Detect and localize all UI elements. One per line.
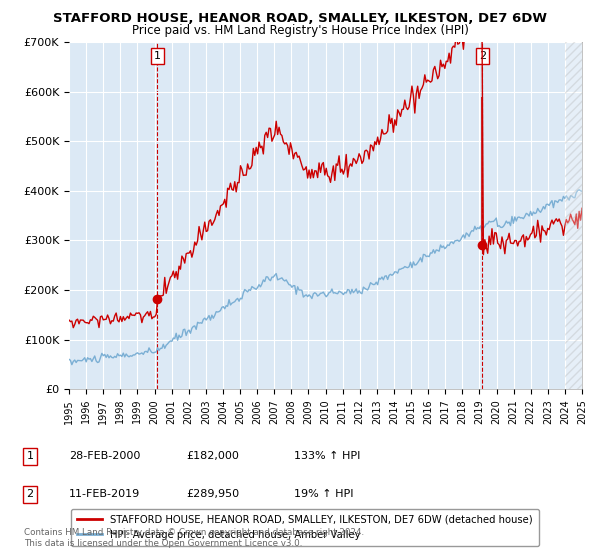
Text: £289,950: £289,950 <box>186 489 239 500</box>
Text: £182,000: £182,000 <box>186 451 239 461</box>
Text: Price paid vs. HM Land Registry's House Price Index (HPI): Price paid vs. HM Land Registry's House … <box>131 24 469 37</box>
Text: 133% ↑ HPI: 133% ↑ HPI <box>294 451 361 461</box>
Text: Contains HM Land Registry data © Crown copyright and database right 2024.
This d: Contains HM Land Registry data © Crown c… <box>24 528 364 548</box>
Text: STAFFORD HOUSE, HEANOR ROAD, SMALLEY, ILKESTON, DE7 6DW: STAFFORD HOUSE, HEANOR ROAD, SMALLEY, IL… <box>53 12 547 25</box>
Text: 11-FEB-2019: 11-FEB-2019 <box>69 489 140 500</box>
Text: 1: 1 <box>26 451 34 461</box>
Text: 2: 2 <box>26 489 34 500</box>
Text: 2: 2 <box>479 51 486 61</box>
Text: 1: 1 <box>154 51 161 61</box>
Text: 28-FEB-2000: 28-FEB-2000 <box>69 451 140 461</box>
Text: 19% ↑ HPI: 19% ↑ HPI <box>294 489 353 500</box>
Legend: STAFFORD HOUSE, HEANOR ROAD, SMALLEY, ILKESTON, DE7 6DW (detached house), HPI: A: STAFFORD HOUSE, HEANOR ROAD, SMALLEY, IL… <box>71 509 539 546</box>
